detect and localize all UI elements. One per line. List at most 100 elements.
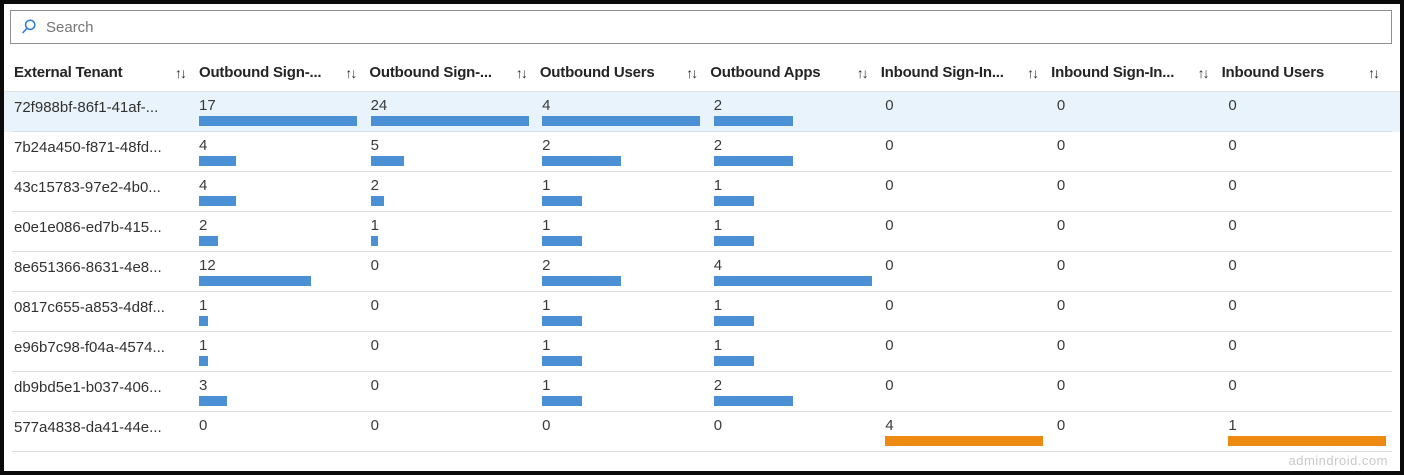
column-header-label: Outbound Sign-... [199, 64, 322, 81]
cell-value: 2 [713, 97, 723, 114]
column-header-label: Inbound Users [1221, 64, 1325, 81]
tenant-id-cell: 577a4838-da41-44e... [14, 419, 162, 436]
cell-value: 0 [1228, 137, 1237, 154]
cell-value: 4 [885, 417, 894, 434]
value-cell: 0 [885, 132, 1057, 172]
column-header-outbound-sign-ins-2[interactable]: Outbound Sign-... ↑↓ [369, 64, 539, 81]
cell-value: 17 [199, 97, 216, 114]
column-header-external-tenant[interactable]: External Tenant ↑↓ [14, 64, 199, 81]
value-cell: 0 [885, 252, 1057, 292]
cell-value: 0 [1056, 137, 1066, 154]
data-bar [542, 396, 583, 406]
value-cell: 0 [1057, 252, 1229, 292]
column-header-inbound-sign-ins[interactable]: Inbound Sign-In... ↑↓ [881, 64, 1051, 81]
column-header-outbound-users[interactable]: Outbound Users ↑↓ [540, 64, 710, 81]
table-row[interactable]: e96b7c98-f04a-4574... 1 0 1 1 0 0 0 [4, 332, 1400, 372]
table-row[interactable]: 7b24a450-f871-48fd... 4 5 2 2 0 0 0 [4, 132, 1400, 172]
data-bar [370, 236, 378, 246]
column-header-outbound-sign-ins[interactable]: Outbound Sign-... ↑↓ [199, 64, 369, 81]
value-cell: 0 [885, 372, 1057, 412]
search-input[interactable] [46, 18, 1391, 36]
value-cell: 0 [371, 412, 543, 452]
cell-value: 4 [199, 177, 208, 194]
value-cell: 1 [542, 332, 714, 372]
data-bar [199, 236, 218, 246]
sort-arrows-icon[interactable]: ↑↓ [345, 64, 357, 81]
cell-value: 2 [713, 377, 723, 394]
cell-value: 0 [1228, 217, 1237, 234]
cell-value: 1 [713, 217, 723, 234]
value-cell: 1 [370, 212, 543, 252]
data-bar [713, 356, 754, 366]
data-bar [542, 196, 583, 206]
cell-value: 1 [370, 217, 379, 234]
column-header-outbound-apps[interactable]: Outbound Apps ↑↓ [710, 64, 880, 81]
value-cell: 1 [713, 212, 886, 252]
cell-value: 0 [1056, 177, 1066, 194]
column-header-label: External Tenant [14, 64, 123, 81]
cell-value: 0 [1056, 257, 1066, 274]
value-cell: 0 [1057, 212, 1229, 252]
value-cell: 1 [542, 212, 714, 252]
data-bar [199, 276, 311, 286]
cell-value: 1 [542, 177, 551, 194]
value-cell: 1 [713, 332, 886, 372]
sort-arrows-icon[interactable]: ↑↓ [1368, 64, 1380, 81]
sort-arrows-icon[interactable]: ↑↓ [515, 64, 528, 81]
value-cell: 0 [885, 292, 1057, 332]
sort-arrows-icon[interactable]: ↑↓ [175, 64, 187, 81]
tenant-id-cell: e96b7c98-f04a-4574... [14, 339, 165, 356]
cell-value: 0 [1056, 297, 1066, 314]
data-bar [713, 396, 793, 406]
value-cell: 0 [1228, 92, 1400, 132]
data-bar [199, 396, 227, 406]
table-row[interactable]: 72f988bf-86f1-41af-... 17 24 4 2 0 0 0 [4, 92, 1400, 132]
value-cell: 0 [371, 372, 543, 412]
value-cell: 0 [1057, 92, 1229, 132]
value-cell: 0 [199, 412, 371, 452]
table-row[interactable]: 43c15783-97e2-4b0... 4 2 1 1 0 0 0 [4, 172, 1400, 212]
cell-value: 0 [1228, 257, 1237, 274]
cell-value: 0 [885, 177, 894, 194]
column-header-label: Outbound Users [539, 64, 655, 81]
value-cell: 0 [714, 412, 886, 452]
cell-value: 2 [713, 137, 723, 154]
tenant-id-cell: 72f988bf-86f1-41af-... [14, 99, 159, 116]
value-cell: 2 [713, 132, 886, 172]
search-icon [20, 18, 38, 36]
value-cell: 0 [1057, 172, 1229, 212]
value-cell: 12 [199, 252, 371, 292]
data-bar [199, 196, 236, 206]
sort-arrows-icon[interactable]: ↑↓ [1197, 64, 1210, 81]
value-cell: 4 [199, 172, 371, 212]
sort-arrows-icon[interactable]: ↑↓ [686, 64, 698, 81]
table-row[interactable]: 8e651366-8631-4e8... 12 0 2 4 0 0 0 [4, 252, 1400, 292]
data-bar [542, 356, 583, 366]
data-bar [199, 356, 208, 366]
value-cell: 4 [542, 92, 714, 132]
cell-value: 0 [1228, 97, 1237, 114]
table-row[interactable]: e0e1e086-ed7b-415... 2 1 1 1 0 0 0 [4, 212, 1400, 252]
value-cell: 0 [1228, 372, 1400, 412]
value-cell: 2 [370, 172, 543, 212]
cell-value: 0 [370, 297, 379, 314]
sort-arrows-icon[interactable]: ↑↓ [1027, 64, 1039, 81]
table-row[interactable]: db9bd5e1-b037-406... 3 0 1 2 0 0 0 [4, 372, 1400, 412]
table-row[interactable]: 0817c655-a853-4d8f... 1 0 1 1 0 0 0 [4, 292, 1400, 332]
search-bar[interactable] [10, 10, 1392, 44]
cell-value: 0 [370, 257, 379, 274]
cell-value: 0 [885, 297, 894, 314]
cell-value: 0 [1056, 97, 1066, 114]
column-header-inbound-users[interactable]: Inbound Users ↑↓ [1222, 64, 1392, 81]
column-header-inbound-sign-ins-2[interactable]: Inbound Sign-In... ↑↓ [1051, 64, 1221, 81]
sort-arrows-icon[interactable]: ↑↓ [856, 64, 869, 81]
cell-value: 0 [1228, 177, 1237, 194]
value-cell: 0 [885, 172, 1057, 212]
cell-value: 3 [199, 377, 208, 394]
cell-value: 0 [885, 97, 894, 114]
cell-value: 0 [885, 137, 894, 154]
table-row[interactable]: 577a4838-da41-44e... 0 0 0 0 4 0 1 [4, 412, 1400, 452]
cell-value: 0 [885, 257, 894, 274]
cell-value: 4 [713, 257, 723, 274]
cell-value: 0 [885, 337, 894, 354]
